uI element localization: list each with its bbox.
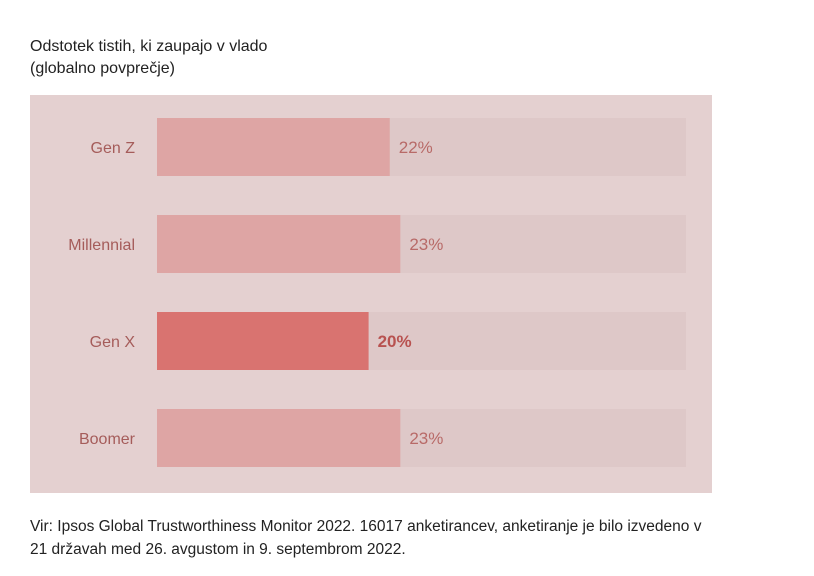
category-label-gen-x: Gen X [90,334,136,351]
chart-title-line-1: Odstotek tistih, ki zaupajo v vlado [30,38,268,55]
value-label-boomer: 23% [409,429,443,448]
value-label-gen-z: 22% [399,138,433,157]
source-note: Vir: Ipsos Global Trustworthiness Monito… [30,515,800,561]
bar-gen-x [157,312,369,370]
bar-gen-z [157,118,390,176]
chart-title: Odstotek tistih, ki zaupajo v vlado (glo… [30,36,630,80]
category-label-boomer: Boomer [79,431,136,448]
bar-chart: Gen Z 22% Millennial 23% Gen X 20% Boomer 23% [68,118,686,467]
chart-title-line-2: (globalno povprečje) [30,60,175,77]
bar-boomer [157,409,401,467]
source-note-line-2: 21 državah med 26. avgustom in 9. septem… [30,541,406,558]
chart-panel: Gen Z 22% Millennial 23% Gen X 20% Boomer 23% [30,95,712,493]
source-note-line-1: Vir: Ipsos Global Trustworthiness Monito… [30,518,702,535]
value-label-millennial: 23% [409,235,443,254]
category-label-gen-z: Gen Z [91,140,136,157]
category-label-millennial: Millennial [68,237,135,254]
bar-millennial [157,215,401,273]
value-label-gen-x: 20% [378,332,412,351]
